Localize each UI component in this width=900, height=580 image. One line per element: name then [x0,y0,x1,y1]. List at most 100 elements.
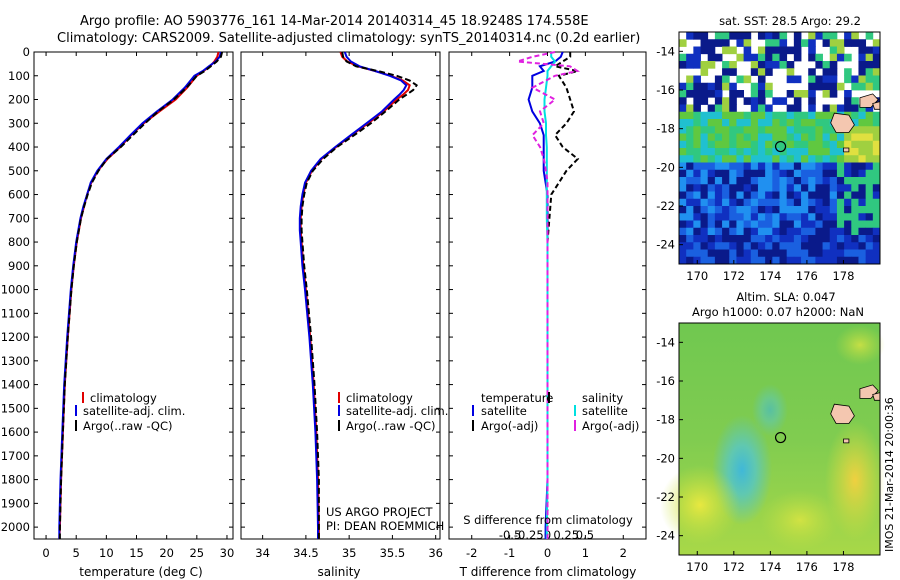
depth-tick-label: 100 [8,69,30,83]
sst-cell [786,213,795,221]
sst-cell [714,184,723,192]
island-land [830,403,855,424]
sst-cell [851,220,859,229]
sst-cell [714,220,723,229]
sst-cell [693,206,701,214]
depth-tick-label: 1400 [1,378,30,392]
sst-map-panel: sat. SST: 28.5 Argo: 29.2 170 172 174 176 17… [656,14,881,283]
sst-cell [736,220,745,229]
sst-cell [750,82,759,91]
sst-cell [815,155,823,163]
sst-cell [808,227,816,236]
sst-cell [679,111,687,120]
sst-cell [836,162,845,171]
sst-cell [786,249,795,258]
sst-cell [836,249,845,258]
sst-cell [786,242,795,250]
sst-cell [679,169,687,178]
sst-cell [757,235,766,243]
sst-cell [743,75,752,84]
sst-cell [765,206,773,214]
difference-top-x-label: S difference from climatology [463,513,633,527]
sst-cell [829,177,838,185]
salinity-x-label: salinity [317,565,360,579]
sst-cell [786,191,795,200]
sst-cell [686,53,694,62]
sst-cell [772,162,780,171]
sst-cell [872,198,881,207]
sst-cell [772,119,780,127]
sst-cell [829,249,838,258]
sst-cell [801,206,809,214]
sst-cell [757,82,766,91]
sst-cell [750,104,759,113]
sst-cell [865,46,874,55]
sst-cell [714,169,723,178]
sst-cell [707,111,716,120]
sst-cell [808,213,816,221]
sst-cell [707,155,716,163]
sst-cell [801,177,809,185]
sst-cell [750,90,759,98]
sst-cell [829,191,838,200]
sst-cell [822,111,831,120]
sst-cell [808,104,816,113]
sst-cell [836,155,845,163]
sst-cell [765,104,773,113]
sst-cell [779,32,788,40]
sst-cell [707,119,716,127]
legend-label-argo: Argo(..raw -QC) [346,419,436,433]
depth-tick-label: 0 [23,45,30,59]
sst-cell [707,227,716,236]
sst-cell [714,206,723,214]
sst-cell [779,249,788,258]
sst-cell [729,97,737,105]
sst-cell [815,227,823,236]
sst-cell [801,235,809,243]
sst-cell [808,249,816,258]
sst-cell [736,227,745,236]
sst-cell [865,242,874,250]
sst-cell [793,235,802,243]
sst-cell [693,46,701,55]
salinity-profile-panel: 34 34.5 35 35.5 36 climatology satellite-adj… [240,51,448,579]
sst-cell [872,39,881,47]
sst-cell [829,68,838,76]
sst-cell [786,126,795,134]
x-tick-label: -1 [504,546,515,560]
sst-cell [679,206,687,214]
sst-cell [815,198,823,207]
sst-cell [808,90,816,98]
sst-cell [801,133,809,142]
s-tick-label: -0.5 [499,528,521,542]
sst-cell [872,68,881,76]
sla-high-anomaly-2 [825,420,885,540]
sst-cell [836,133,845,142]
sst-cell [757,227,766,236]
sst-cell [686,104,694,113]
sst-cell [757,53,766,62]
sst-cell [786,140,795,149]
sst-cell [836,148,845,156]
sst-cell [858,53,867,62]
sst-cell [714,148,723,156]
sst-cell [714,82,723,91]
sst-cell [686,61,694,69]
sst-cell [851,162,859,171]
sst-cell [829,61,838,69]
sst-cell [743,155,752,163]
temperature-line-argo [58,51,224,539]
sst-cell [786,104,795,113]
sst-cell [750,206,759,214]
sst-cell [779,111,788,120]
salinity-legend: climatology satellite-adj. clim. Argo(..… [338,391,448,433]
sst-cell [693,227,701,236]
sst-cell [750,61,759,69]
sst-cell [714,32,723,40]
sst-cell [722,177,730,185]
sst-cell [872,177,881,185]
sst-cell [844,213,852,221]
sst-cell [786,46,795,55]
sst-cell [729,227,737,236]
sst-cell [750,213,759,221]
